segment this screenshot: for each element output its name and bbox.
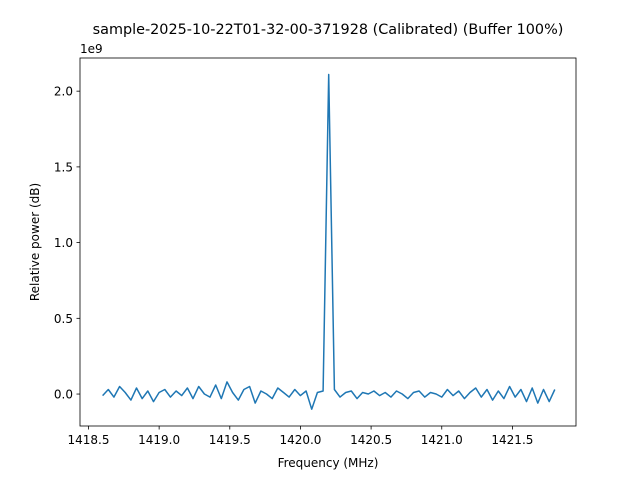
y-tick-label: 2.0 <box>54 85 73 99</box>
y-multiplier-label: 1e9 <box>80 42 103 56</box>
y-tick-label: 1.5 <box>54 160 73 174</box>
y-tick-label: 1.0 <box>54 236 73 250</box>
y-axis-label: Relative power (dB) <box>28 183 42 301</box>
y-tick-label: 0.0 <box>54 388 73 402</box>
x-tick-label: 1420.5 <box>350 433 392 447</box>
x-tick-label: 1419.0 <box>138 433 180 447</box>
series-line <box>102 73 556 410</box>
x-tick-label: 1418.5 <box>67 433 109 447</box>
x-axis-label: Frequency (MHz) <box>278 456 379 470</box>
chart-title: sample-2025-10-22T01-32-00-371928 (Calib… <box>93 22 564 38</box>
x-tick-label: 1420.0 <box>279 433 321 447</box>
x-tick-label: 1419.5 <box>209 433 251 447</box>
axes-frame <box>79 57 577 427</box>
x-tick-label: 1421.5 <box>491 433 533 447</box>
y-tick-label: 0.5 <box>54 312 73 326</box>
x-tick-label: 1421.0 <box>421 433 463 447</box>
